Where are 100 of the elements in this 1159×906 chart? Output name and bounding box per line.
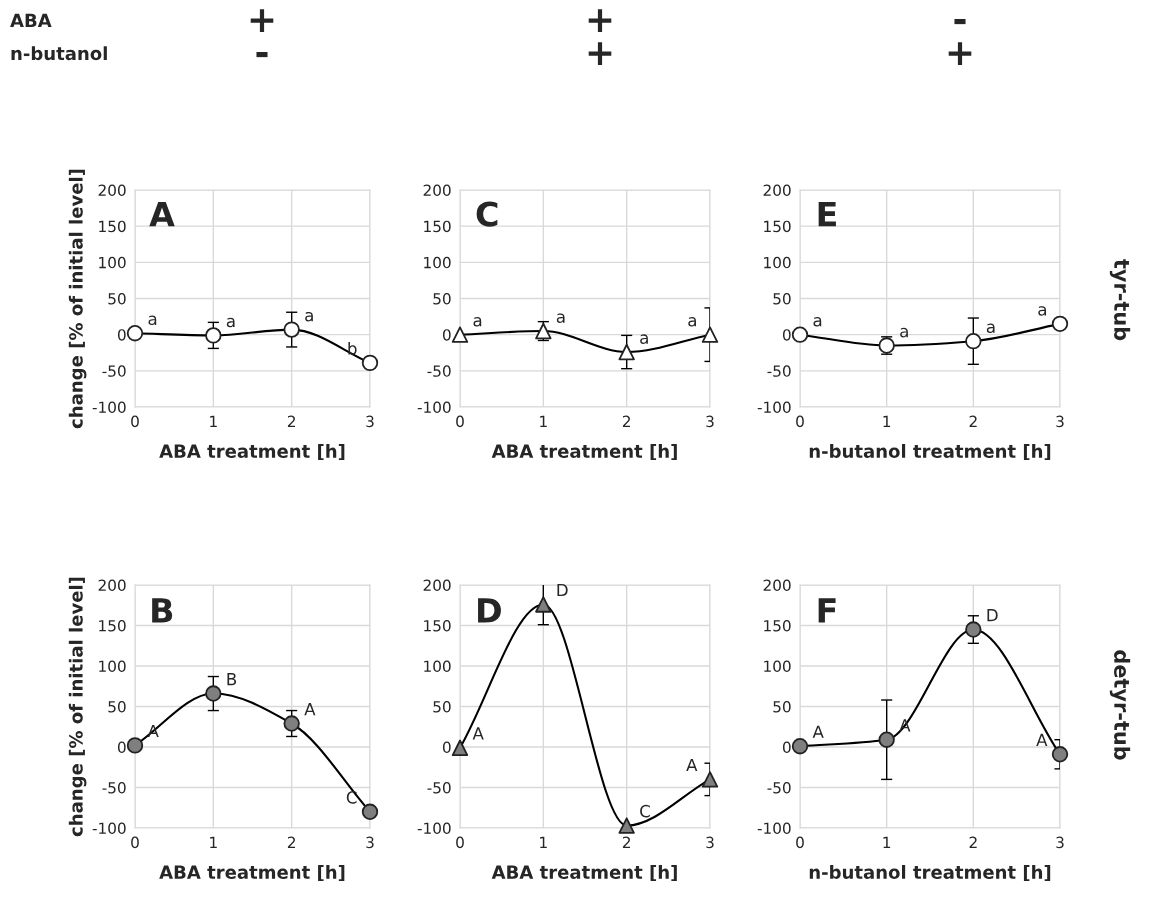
y-tick-label: 100: [99, 256, 126, 269]
x-tick-label: 2: [622, 415, 630, 427]
y-tick-label: -100: [757, 822, 791, 835]
annotation: D: [557, 583, 568, 597]
y-tick-label: 0: [442, 329, 451, 341]
y-tick-label: 100: [424, 660, 451, 673]
x-tick-label: 1: [883, 836, 891, 848]
annotation: D: [987, 609, 998, 622]
text: +: [250, 9, 274, 32]
annotation: a: [900, 327, 908, 338]
y-axis-title: change [% of initial level]: [68, 577, 87, 837]
y-tick-label: -50: [767, 365, 791, 377]
y-tick-label: 100: [764, 660, 791, 673]
y-tick-label: 50: [108, 292, 126, 305]
chart-title: E: [818, 201, 836, 227]
annotation: C: [640, 804, 650, 818]
point: [451, 326, 469, 343]
y-tick-label: 150: [424, 220, 451, 233]
annotation: a: [640, 334, 648, 344]
y-tick-label: 150: [99, 220, 126, 233]
annotation: A: [1036, 733, 1048, 746]
y-tick-label: -100: [92, 822, 126, 835]
text: +: [588, 9, 612, 32]
x-tick-label: 3: [366, 836, 374, 849]
y-tick-label: 50: [433, 292, 451, 305]
y-tick-label: 0: [782, 741, 791, 754]
x-axis-title: n-butanol treatment [h]: [809, 444, 1051, 461]
x-axis-title: ABA treatment [h]: [491, 444, 677, 461]
annotation: a: [813, 317, 822, 327]
x-tick-label: 3: [706, 836, 714, 849]
chart-title: B: [152, 598, 173, 623]
y-tick-label: 150: [764, 220, 791, 233]
x-axis-title: ABA treatment [h]: [159, 865, 345, 882]
y-tick-label: -50: [427, 781, 451, 794]
y-tick-label: -100: [757, 401, 791, 414]
y-tick-label: 50: [773, 292, 791, 305]
x-tick-label: 3: [1056, 836, 1064, 849]
annotation: a: [1038, 306, 1046, 316]
x-tick-label: 1: [540, 415, 547, 427]
y-tick-label: 100: [424, 256, 451, 269]
y-tick-label: 100: [99, 660, 126, 673]
x-tick-label: 1: [210, 415, 217, 427]
text: ABA: [10, 13, 52, 27]
x-tick-label: 0: [796, 415, 804, 428]
annotation: a: [305, 311, 313, 322]
point: [618, 817, 635, 834]
x-tick-label: 2: [969, 415, 977, 427]
point: [535, 596, 552, 613]
annotation: a: [556, 313, 565, 323]
x-tick-label: 1: [210, 836, 217, 848]
chart-title: D: [478, 598, 501, 623]
x-tick-label: 2: [287, 836, 295, 848]
y-tick-label: 100: [764, 256, 791, 269]
x-tick-label: 0: [131, 836, 139, 849]
y-tick-label: -50: [102, 365, 126, 377]
chart-title: F: [818, 598, 836, 623]
y-tick-label: 200: [423, 579, 451, 592]
x-tick-label: 1: [883, 415, 891, 427]
chart-title: A: [149, 201, 175, 227]
text: +: [588, 42, 612, 65]
annotation: C: [346, 791, 357, 804]
y-tick-label: 200: [98, 184, 126, 197]
x-tick-label: 0: [456, 415, 464, 428]
x-tick-label: 1: [540, 836, 547, 848]
x-tick-label: 2: [622, 836, 630, 848]
annotation: a: [148, 315, 157, 326]
point: [701, 771, 719, 788]
y-tick-label: 0: [442, 741, 451, 754]
y-tick-label: -100: [417, 822, 451, 835]
annotation: A: [812, 725, 824, 738]
x-tick-label: 0: [796, 836, 804, 849]
text: +: [948, 42, 972, 65]
point: [618, 343, 635, 361]
y-tick-label: 0: [782, 329, 791, 341]
x-tick-label: 2: [287, 415, 295, 427]
annotation: b: [348, 341, 357, 355]
y-tick-label: 150: [424, 619, 451, 632]
y-tick-label: 200: [763, 579, 791, 592]
y-tick-label: -50: [427, 365, 451, 377]
x-tick-label: 3: [706, 415, 714, 428]
y-axis-title: change [% of initial level]: [68, 169, 87, 429]
x-axis-title: ABA treatment [h]: [491, 865, 677, 882]
annotation: a: [473, 317, 482, 327]
y-tick-label: -50: [767, 781, 791, 794]
x-tick-label: 3: [1056, 415, 1064, 428]
text: -: [256, 52, 268, 58]
annotation: a: [226, 317, 235, 328]
y-tick-label: -100: [417, 401, 451, 414]
annotation: A: [472, 727, 484, 740]
annotation: B: [227, 673, 237, 686]
annotation: A: [686, 758, 698, 772]
y-tick-label: 50: [433, 700, 451, 713]
y-tick-label: -100: [92, 401, 126, 414]
text: detyr-tub: [1109, 650, 1131, 760]
annotation: A: [304, 703, 316, 716]
chart-title: C: [476, 201, 498, 227]
x-tick-label: 0: [131, 415, 139, 428]
annotation: a: [986, 323, 995, 334]
text: tyr-tub: [1109, 259, 1131, 341]
y-tick-label: -50: [102, 781, 126, 794]
